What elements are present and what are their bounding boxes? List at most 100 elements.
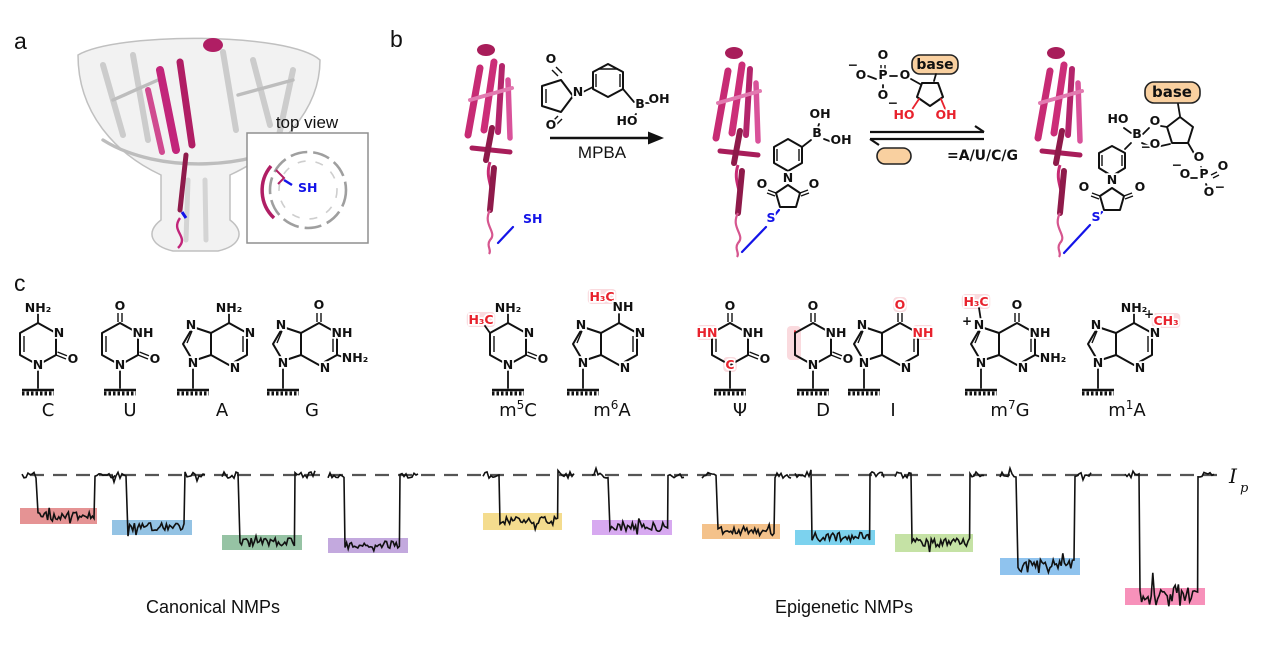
atom-label: O	[546, 117, 557, 132]
atom-label: N	[278, 355, 288, 370]
atom-label: N	[576, 317, 586, 332]
atom-label: O	[115, 298, 126, 313]
svg-text:+: +	[1144, 307, 1154, 321]
atom-label: N	[230, 360, 240, 375]
atom-label: N	[976, 355, 986, 370]
conjugated-mpba-structure	[740, 123, 833, 254]
atom-label: N	[1018, 360, 1028, 375]
current-trace-m1A	[1124, 469, 1215, 607]
panel-c-letter: c	[14, 270, 26, 296]
atom-label: N	[857, 317, 867, 332]
atom-label: N	[783, 170, 793, 185]
panel-b-reaction-scheme: SH MPBA	[380, 15, 1230, 270]
nucleotide-name-D: D	[816, 400, 830, 421]
atom-label: N	[188, 355, 198, 370]
atom-label: N	[859, 355, 869, 370]
atom-label: O	[1150, 113, 1161, 128]
atom-label: O	[1150, 136, 1161, 151]
current-traces	[21, 465, 1215, 607]
atom-label: NH	[613, 299, 634, 314]
atom-label: NH₂	[1121, 300, 1147, 315]
open-pore-current-label: I	[1228, 464, 1238, 488]
reaction-arrow	[550, 131, 664, 145]
nucleotide-name-G: G	[305, 400, 319, 421]
open-pore-current-subscript: p	[1240, 481, 1249, 496]
nucleotide-name-m1A: m1A	[1108, 398, 1146, 421]
current-trace-m7G	[999, 465, 1092, 575]
base-legend-label: =A/U/C/G	[947, 148, 1018, 164]
pore-subunit-highlight	[145, 38, 223, 249]
nucleotide-structure-U: O NH N O	[101, 296, 162, 396]
atom-label: P	[1199, 166, 1208, 181]
atom-label: N	[578, 355, 588, 370]
atom-label: O	[895, 297, 906, 312]
svg-text:+: +	[962, 314, 972, 328]
atom-label: N	[1093, 355, 1103, 370]
atom-label: HO	[616, 113, 637, 128]
nucleotide-structure-I: O NH N N N	[848, 295, 935, 396]
atom-label: NH	[913, 325, 934, 340]
atom-label: O	[546, 51, 557, 66]
current-trace-I	[894, 470, 985, 553]
atom-label: B	[1132, 126, 1142, 141]
atom-label: O	[150, 351, 161, 366]
atom-label: N	[974, 317, 984, 332]
atom-label: O	[725, 298, 736, 313]
atom-label: HN	[697, 325, 718, 340]
current-trace-C	[21, 471, 116, 524]
nucleotide-name-I: I	[890, 400, 895, 421]
atom-label: OH	[935, 107, 956, 122]
atom-label: N	[524, 325, 534, 340]
mpba-structure	[541, 63, 652, 126]
atom-label: NH₂	[25, 300, 51, 315]
atom-label: S	[1091, 209, 1100, 224]
nucleotide-name-A: A	[216, 400, 229, 421]
protein-monomer-free	[468, 44, 512, 254]
atom-label: O	[809, 176, 820, 191]
atom-label: N	[1091, 317, 1101, 332]
subunit-arc	[260, 164, 276, 220]
cysteine-bond	[496, 225, 515, 245]
mpba-caption: MPBA	[578, 143, 627, 162]
current-trace-A	[221, 470, 316, 549]
atom-label: O	[1079, 179, 1090, 194]
atom-label: −	[888, 95, 898, 110]
atom-label: O	[1012, 297, 1023, 312]
pore-top-view-inset: top view SH	[246, 113, 369, 244]
atom-label: H₃C	[468, 312, 493, 327]
nucleotide-name-m5C: m5C	[499, 398, 537, 421]
atom-label: CH₃	[1153, 313, 1178, 328]
atom-label: OH	[809, 106, 830, 121]
atom-label: N	[54, 325, 64, 340]
atom-label: N	[1135, 360, 1145, 375]
atom-label: O	[856, 67, 867, 82]
current-trace-U	[111, 470, 206, 537]
protein-monomer-nucleotide-bound	[1038, 47, 1082, 257]
atom-label: N	[573, 84, 583, 99]
nucleotide-name-m6A: m6A	[593, 398, 631, 421]
atom-label: B	[635, 96, 645, 111]
current-trace-D	[794, 469, 885, 545]
base-box-label: base	[916, 57, 953, 73]
nucleotide-name-psi: Ψ	[733, 400, 747, 421]
epigenetic-group-label: Epigenetic NMPs	[775, 597, 913, 617]
atom-label: O	[538, 351, 549, 366]
atom-label: N	[186, 317, 196, 332]
atom-label: O	[843, 351, 854, 366]
atom-label: −	[1215, 179, 1225, 194]
nucleotide-name-U: U	[123, 400, 136, 421]
atom-label: N	[276, 317, 286, 332]
atom-label: O	[314, 297, 325, 312]
blockade-bar-m6A	[592, 520, 672, 535]
atom-label: O	[900, 67, 911, 82]
protein-monomer-mpba	[716, 47, 760, 257]
nucleotide-structure-G: O NH NH₂ N N N	[267, 295, 370, 396]
nucleotide-name-m7G: m7G	[990, 398, 1029, 421]
atom-label: O	[760, 351, 771, 366]
atom-label: NH	[133, 325, 154, 340]
atom-label: NH	[1030, 325, 1051, 340]
